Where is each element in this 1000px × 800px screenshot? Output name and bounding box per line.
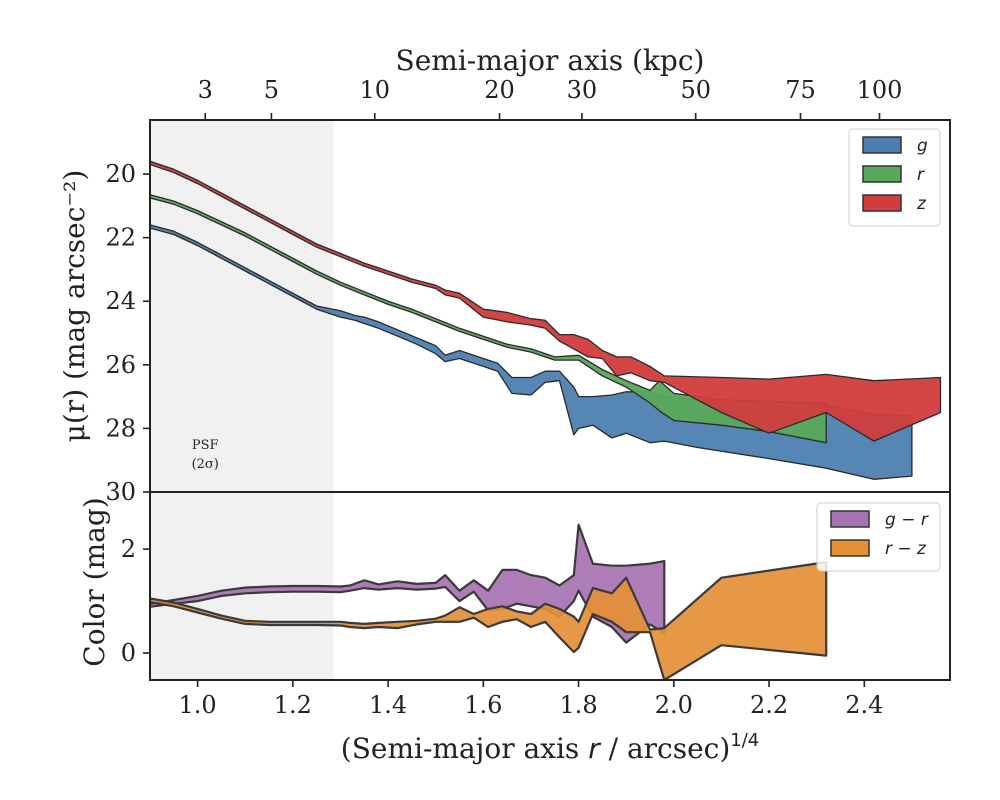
x-tick-label: 1.8 <box>559 691 597 719</box>
y-tick-label: 20 <box>105 160 136 188</box>
top-x-tick-label: 50 <box>680 76 711 104</box>
top-x-tick-label: 75 <box>785 76 816 104</box>
color-bands <box>150 523 828 680</box>
color-y-axis-label: Color (mag) <box>78 497 111 666</box>
y-tick-label: 24 <box>105 287 136 315</box>
top-x-tick-label: 10 <box>359 76 390 104</box>
top-x-tick-label: 3 <box>198 76 213 104</box>
y-tick-label: 22 <box>105 224 136 252</box>
surface-brightness-bands <box>150 160 942 480</box>
legend-label: r − z <box>885 539 927 559</box>
top-x-tick-label: 30 <box>567 76 598 104</box>
y-tick-label: 26 <box>105 351 136 379</box>
legend-label: g <box>917 136 928 156</box>
bottom-panel-frame <box>149 491 951 681</box>
top-axis-title: Semi-major axis (kpc) <box>396 44 705 77</box>
axes-layer: 1.0 1.2 1.4 1.6 1.8 2.0 2.2 2.43 5 10 20 30 50 75 1002… <box>58 44 951 765</box>
legend-colors: g − r r − z <box>816 502 941 572</box>
band-z <box>150 160 942 442</box>
x-axis-label: (Semi-major axis r / arcsec)1/4 <box>341 730 759 765</box>
legend-bands: grz <box>848 128 941 227</box>
y-tick-label: 28 <box>105 414 136 442</box>
legend-swatch <box>862 165 902 183</box>
x-tick-label: 2.0 <box>655 691 693 719</box>
psf-sigma-label: (2σ) <box>192 457 219 472</box>
y-tick-label: 30 <box>105 478 136 506</box>
top-x-tick-label: 20 <box>484 76 515 104</box>
legend-swatch <box>862 194 902 212</box>
top-x-tick-label: 5 <box>264 76 279 104</box>
x-tick-label: 1.0 <box>179 691 217 719</box>
legend-label: g − r <box>885 510 929 530</box>
legend-label: z <box>916 194 927 214</box>
legend-swatch <box>830 539 870 557</box>
legend-layer: grz g − r r − z <box>816 128 941 572</box>
y-axis-label: μ(r) (mag arcsec⁻²) <box>58 170 91 443</box>
color-y-tick-label: 2 <box>121 535 136 563</box>
x-tick-label: 2.4 <box>845 691 883 719</box>
legend-label: r <box>917 165 925 185</box>
x-tick-label: 1.2 <box>274 691 312 719</box>
top-x-tick-label: 100 <box>857 76 903 104</box>
x-tick-label: 2.2 <box>750 691 788 719</box>
legend-swatch <box>862 136 902 154</box>
psf-label: PSF <box>192 438 219 453</box>
x-tick-label: 1.6 <box>464 691 502 719</box>
color-y-tick-label: 0 <box>121 639 136 667</box>
legend-swatch <box>830 510 870 528</box>
x-tick-label: 1.4 <box>369 691 407 719</box>
band-r-minus-z <box>150 561 828 680</box>
